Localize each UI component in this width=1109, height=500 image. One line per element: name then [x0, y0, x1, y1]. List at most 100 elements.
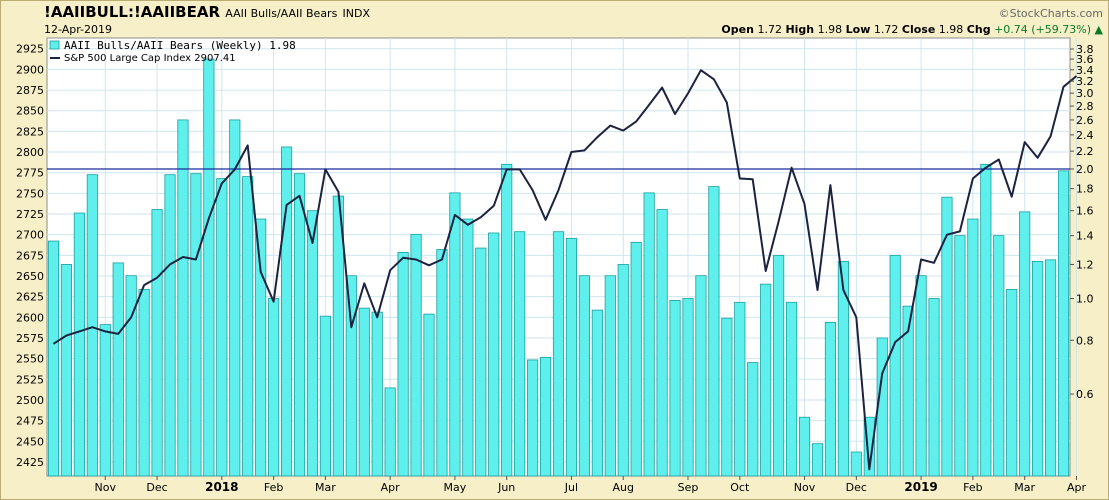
ratio-bar [850, 451, 862, 477]
right-axis-tick-label: 1.2 [1076, 258, 1094, 271]
legend: AAII Bulls/AAII Bears (Weekly) 1.98S&P 5… [49, 39, 296, 64]
ratio-bar [47, 240, 60, 477]
left-axis-tick-label: 2825 [16, 125, 44, 138]
x-axis-tick-label: Dec [146, 481, 167, 494]
ratio-bar [164, 174, 176, 477]
ratio-bar [423, 313, 435, 477]
left-axis-tick-label: 2750 [16, 187, 44, 200]
ratio-bar [280, 146, 293, 477]
ratio-bar [345, 275, 357, 477]
ratio-bar [902, 305, 914, 477]
sp500-line [52, 69, 1078, 471]
right-axis-tick-label: 2.4 [1076, 129, 1094, 142]
x-axis-tick-label: Jun [497, 481, 515, 494]
x-axis-tick-label: Feb [963, 481, 982, 494]
right-axis-tick-label: 1.4 [1076, 230, 1094, 243]
x-axis-tick-label: Jul [564, 481, 578, 494]
ratio-bar [488, 232, 500, 477]
ratio-bar [682, 298, 694, 477]
left-axis-tick-label: 2775 [16, 167, 44, 180]
ratio-bar [721, 317, 733, 477]
chg-value: +0.74 (+59.73%) [994, 23, 1092, 36]
x-axis-tick-label: Mar [315, 481, 336, 494]
right-axis-tick-label: 3.2 [1076, 75, 1094, 88]
ratio-bar [410, 233, 422, 477]
right-axis-tick-label: 2.2 [1076, 145, 1094, 158]
ratio-bar [928, 298, 940, 477]
ratio-bar [578, 275, 590, 477]
ratio-bar [255, 218, 267, 477]
right-axis-tick-label: 3.4 [1076, 64, 1094, 77]
x-axis-tick-label: 2019 [904, 480, 937, 494]
ratio-bar [695, 275, 707, 477]
ratio-bar [475, 247, 487, 477]
ratio-bar [397, 251, 409, 477]
left-axis-tick-label: 2600 [16, 311, 44, 324]
left-axis-tick-label: 2625 [16, 291, 44, 304]
ratio-bar [229, 119, 241, 477]
high-value: 1.98 [817, 23, 843, 36]
ratio-bar [773, 254, 785, 477]
x-axis-tick-label: Feb [264, 481, 283, 494]
ratio-bar [1045, 259, 1057, 477]
ratio-bar [86, 174, 98, 477]
right-axis-tick-label: 3.6 [1076, 53, 1094, 66]
ratio-bar [863, 416, 875, 477]
chg-up-arrow-icon: ▲ [1094, 23, 1103, 36]
ratio-bar [980, 163, 992, 477]
ratio-bar [501, 163, 513, 477]
ratio-bar [967, 218, 979, 477]
ratio-bar [1032, 260, 1044, 477]
series-name: AAII Bulls/AAII Bears [225, 7, 338, 20]
ratio-bar [268, 298, 280, 477]
ratio-bar [643, 192, 655, 477]
ratio-bar [734, 301, 746, 477]
x-axis-tick-label: Dec [846, 481, 867, 494]
ratio-bar [837, 260, 849, 477]
ratio-bar [811, 443, 824, 477]
ratio-bar [358, 307, 370, 477]
ratio-bar [60, 264, 72, 477]
left-axis-tick-label: 2500 [16, 394, 44, 407]
right-axis-tick-label: 1.0 [1076, 293, 1094, 306]
high-label: High [785, 23, 815, 36]
ratio-bar [99, 324, 111, 477]
ratio-bar [954, 235, 966, 477]
close-value: 1.98 [938, 23, 964, 36]
ratio-bar [656, 209, 668, 477]
low-label: Low [845, 23, 871, 36]
x-axis-tick-label: Mar [1014, 481, 1035, 494]
close-label: Close [901, 23, 936, 36]
right-axis-tick-label: 0.6 [1076, 388, 1094, 401]
left-axis-tick-label: 2800 [16, 146, 44, 159]
left-axis-tick-label: 2425 [16, 456, 44, 469]
right-axis-tick-label: 3.0 [1076, 87, 1094, 100]
ratio-bar [565, 237, 578, 477]
ratio-bar [630, 242, 642, 477]
ratio-bar [747, 362, 759, 477]
ratio-bar [306, 210, 319, 477]
x-axis-tick-label: Aug [613, 481, 634, 494]
low-value: 1.72 [873, 23, 899, 36]
right-axis-tick-label: 0.8 [1076, 334, 1094, 347]
x-axis-tick-label: Sep [678, 481, 699, 494]
ratio-bar [760, 283, 772, 477]
left-axis-tick-label: 2525 [16, 373, 44, 386]
left-axis-tick-label: 2550 [16, 353, 44, 366]
ratio-bar [190, 173, 202, 477]
ratio-bar [514, 231, 526, 477]
left-axis-tick-label: 2900 [16, 63, 44, 76]
ratio-bar [915, 275, 927, 477]
x-axis-tick-label: Oct [730, 481, 750, 494]
legend-line-label: S&P 500 Large Cap Index 2907.41 [64, 53, 236, 64]
open-label: Open [721, 23, 754, 36]
ratio-bar [216, 178, 228, 477]
ratio-bar [539, 356, 552, 477]
ratio-bar [591, 309, 603, 477]
ratio-bar [708, 186, 720, 477]
left-axis-tick-label: 2575 [16, 332, 44, 345]
left-axis-tick-label: 2700 [16, 229, 44, 242]
ratio-bar [125, 275, 137, 477]
ratio-bar [604, 275, 616, 477]
